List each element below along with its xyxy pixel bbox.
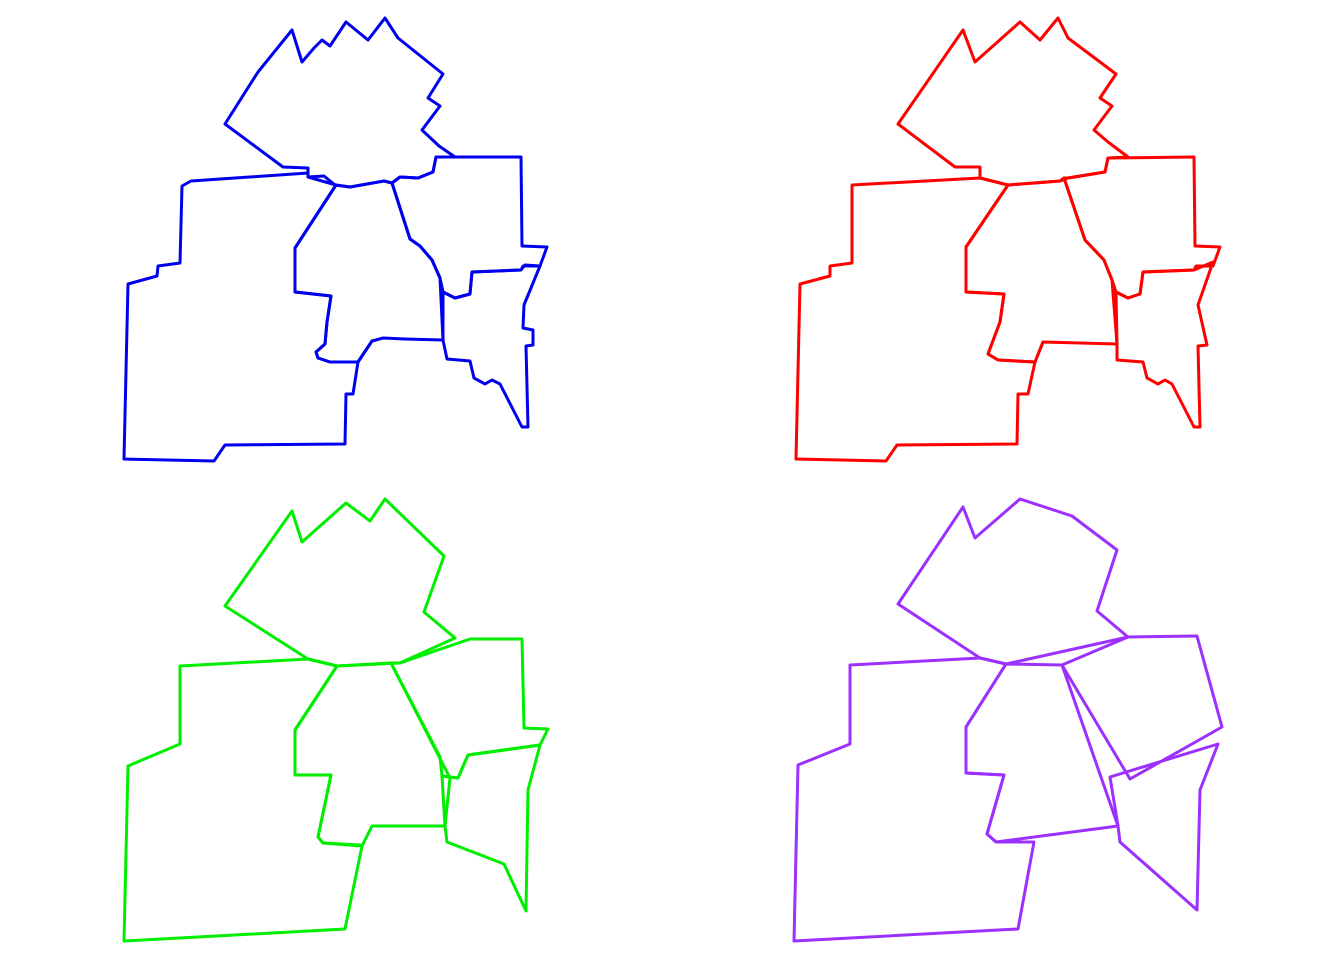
- region-central: [293, 661, 452, 848]
- region-west: [794, 176, 1045, 463]
- region-north: [223, 497, 457, 668]
- region-northeast: [1060, 634, 1224, 781]
- region-southeast: [1108, 742, 1220, 912]
- region-central: [964, 662, 1120, 844]
- region-north: [896, 497, 1130, 666]
- panel-purple: [792, 497, 1224, 943]
- region-southeast: [440, 743, 542, 913]
- region-southeast: [1114, 260, 1215, 429]
- region-southeast: [441, 263, 542, 429]
- region-west: [122, 171, 374, 463]
- panel-green: [122, 497, 550, 943]
- region-central: [293, 179, 445, 364]
- panel-red: [794, 16, 1222, 463]
- region-central: [964, 176, 1119, 364]
- region-north: [223, 16, 457, 189]
- region-north: [896, 16, 1130, 187]
- region-northeast: [389, 637, 550, 780]
- panel-blue: [122, 16, 549, 463]
- region-northeast: [390, 155, 549, 300]
